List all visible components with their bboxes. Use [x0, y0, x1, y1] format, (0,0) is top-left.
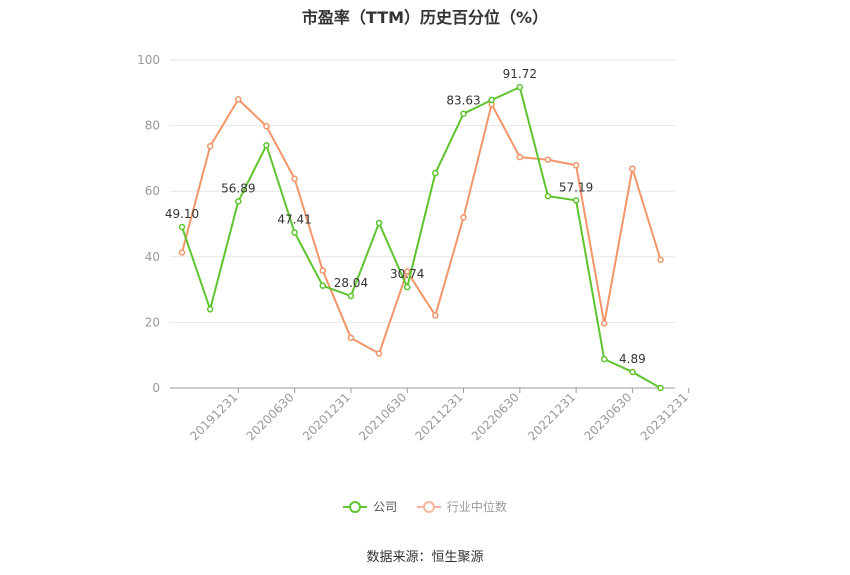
data-point-company: [629, 368, 636, 376]
legend: 公司 行业中位数: [0, 498, 850, 516]
data-point-company: [572, 197, 580, 204]
data-point-company: [319, 282, 326, 289]
data-label: 30.74: [390, 267, 424, 281]
data-point-company: [206, 306, 214, 313]
data-point-company: [347, 292, 355, 300]
y-tick-label: 20: [145, 315, 160, 329]
x-tick-label: 20231231: [638, 390, 691, 443]
data-label: 57.19: [559, 180, 593, 194]
data-point-industry-median: [235, 96, 242, 103]
data-point-company: [460, 110, 467, 117]
y-tick-label: 0: [152, 381, 160, 395]
data-point-industry-median: [291, 175, 298, 182]
data-point-industry-median: [572, 162, 580, 169]
x-tick-label: 20200630: [244, 390, 297, 443]
x-tick-label: 20201231: [300, 390, 353, 443]
data-point-industry-median: [319, 267, 326, 274]
x-tick-label: 20210630: [356, 390, 409, 443]
x-tick-label: 20211231: [413, 390, 466, 443]
legend-item-company[interactable]: 公司: [343, 498, 397, 515]
data-point-company: [375, 219, 383, 227]
y-tick-label: 60: [145, 184, 160, 198]
y-tick-label: 40: [145, 250, 160, 264]
series-line-industry-median: [181, 98, 662, 355]
x-tick-label: 20220630: [469, 390, 522, 443]
legend-swatch-industry-median: [416, 500, 441, 513]
x-tick-label: 20191231: [187, 390, 240, 443]
data-point-company: [657, 384, 664, 392]
data-point-industry-median: [432, 312, 439, 319]
grid-lines: [170, 59, 675, 323]
series-line-company: [181, 86, 662, 389]
data-point-industry-median: [601, 320, 608, 327]
data-point-industry-median: [403, 268, 411, 275]
data-point-industry-median: [263, 123, 270, 130]
data-label: 91.72: [503, 67, 537, 81]
data-point-industry-median: [375, 350, 383, 357]
data-label: 47.41: [277, 212, 311, 226]
source-note: 数据来源：恒生聚源: [366, 550, 484, 565]
data-point-industry-median: [657, 256, 664, 264]
chart-title: 市盈率（TTM）历史百分位（%）: [301, 8, 549, 27]
data-label: 4.89: [619, 352, 646, 366]
data-point-industry-median: [544, 156, 552, 163]
data-point-industry-median: [629, 165, 636, 172]
data-point-industry-median: [178, 249, 186, 256]
data-point-company: [601, 355, 608, 363]
legend-label-company: 公司: [373, 500, 398, 514]
x-tick-label: 20230630: [581, 390, 634, 443]
data-labels: 49.10 56.89 47.41 28.04 30.74 83.63 91.72 57.19…: [165, 67, 646, 366]
series-layer: [178, 83, 664, 392]
data-point-industry-median: [516, 153, 524, 161]
legend-swatch-company: [343, 500, 368, 513]
legend-label-industry-median: 行业中位数: [446, 500, 507, 514]
y-tick-label: 100: [137, 53, 160, 67]
data-point-industry-median: [460, 214, 467, 221]
data-label: 83.63: [446, 94, 480, 108]
data-point-industry-median: [206, 143, 214, 150]
data-label: 28.04: [334, 276, 368, 290]
data-point-company: [263, 142, 270, 149]
data-point-company: [235, 198, 242, 205]
data-point-company: [291, 229, 298, 236]
data-point-company: [178, 223, 186, 231]
data-point-company: [403, 283, 411, 291]
data-label: 49.10: [165, 207, 199, 221]
data-point-company: [488, 96, 495, 104]
data-label: 56.89: [221, 181, 255, 195]
x-tick-label: 20221231: [525, 390, 578, 443]
data-point-company: [544, 192, 552, 200]
legend-item-industry-median[interactable]: 行业中位数: [416, 498, 507, 515]
data-point-company: [516, 83, 524, 91]
data-point-company: [432, 169, 439, 177]
data-point-industry-median: [347, 334, 355, 342]
y-tick-label: 80: [145, 119, 160, 133]
